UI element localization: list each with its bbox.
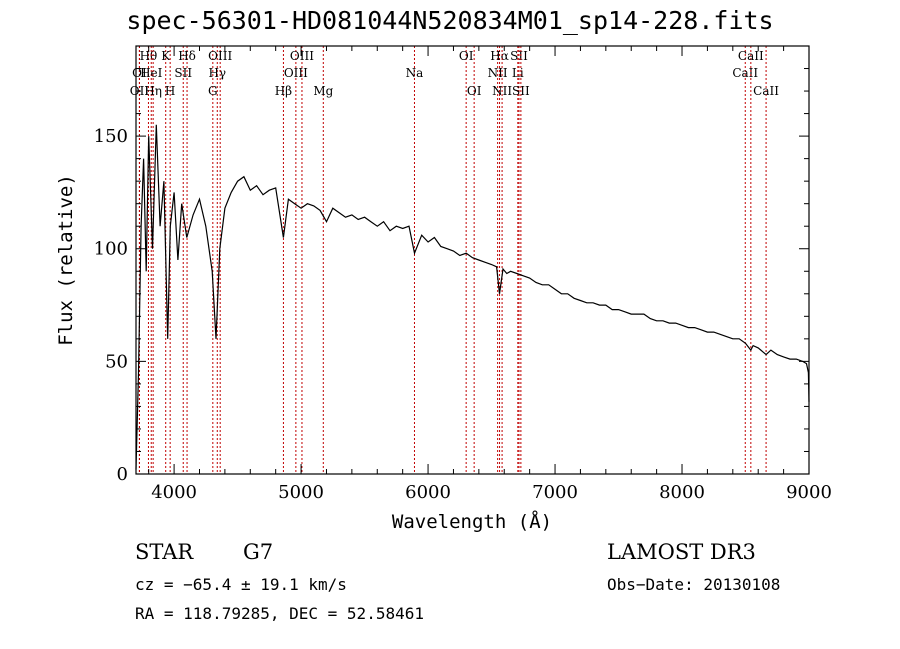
spectral-line-label: Hβ [275,84,292,98]
spectral-line-label: OIII [284,66,308,80]
y-tick-label: 100 [94,239,128,260]
x-tick-label: 5000 [278,482,324,503]
spectral-line-label: CaII [732,66,758,80]
object-class: STAR [135,540,194,564]
axis-ticks: 4000 5000 6000 7000 8000 9000 0 50 100 150 [94,46,832,503]
spectral-line-label: OIII [208,49,232,63]
spectral-line-label: NII [488,66,508,80]
spectral-line-label: Hγ [208,66,226,80]
flux-series-line [135,124,810,470]
x-axis-label: Wavelength (Å) [392,510,552,533]
spectral-line-label: CaII [738,49,764,63]
spectral-line-label: OIII [290,49,314,63]
x-tick-label: 9000 [786,482,832,503]
spectral-line-label: OI [467,84,482,98]
redshift-velocity: cz = −65.4 ± 19.1 km/s [135,575,347,594]
observation-date: Obs−Date: 20130108 [607,575,781,594]
spectral-line-label: Hα [490,49,509,63]
x-tick-label: 7000 [532,482,578,503]
object-subclass: G7 [243,540,274,564]
spectral-line-label: Hη [144,84,162,98]
spectral-line-label: H [165,84,175,98]
spectral-line-label: OI [459,49,474,63]
y-tick-label: 50 [105,351,128,372]
spectral-line-label: G [208,84,218,98]
spectral-line-label: Na [406,66,424,80]
spectral-line-markers: OIIOIHθHeIHηKHSIIHδGHγOIIIHβOIIIOIIIMgNa… [130,46,779,474]
spectral-line-label: SII [512,84,530,98]
spectral-line-label: HeI [140,66,163,80]
spectral-line-label: NII [492,84,512,98]
spectral-line-label: Mg [313,84,333,98]
spectral-line-label: SII [174,66,192,80]
plot-frame [135,45,810,475]
spectral-line-label: K [161,49,171,63]
x-tick-label: 4000 [151,482,197,503]
x-tick-label: 6000 [405,482,451,503]
spectral-line-label: CaII [753,84,779,98]
y-axis-label: Flux (relative) [55,174,77,346]
y-tick-label: 0 [117,464,128,485]
survey-name: LAMOST DR3 [607,540,756,564]
x-tick-label: 8000 [659,482,705,503]
y-tick-label: 150 [94,126,128,147]
spectral-line-label: Hδ [178,49,196,63]
chart-title: spec-56301-HD081044N520834M01_sp14-228.f… [126,6,774,35]
coordinates: RA = 118.79285, DEC = 52.58461 [135,604,424,623]
spectral-line-label: Li [512,66,524,80]
spectral-line-label: Hθ [140,49,158,63]
spectral-line-label: SII [510,49,528,63]
